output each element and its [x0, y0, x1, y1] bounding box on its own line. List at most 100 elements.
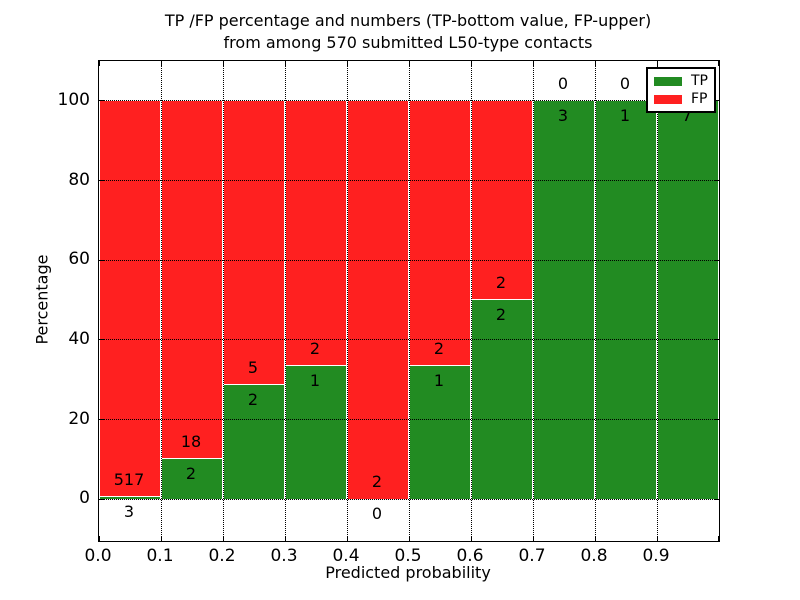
x-axis-tick [284, 536, 286, 541]
x-axis-tick [656, 536, 658, 541]
vertical-gridline [346, 61, 348, 541]
y-axis-tick [714, 180, 719, 181]
y-axis-label: Percentage [32, 254, 52, 345]
vertical-gridline [160, 61, 162, 541]
tp-count-label: 7 [681, 105, 693, 125]
tp-count-label: 2 [247, 390, 259, 410]
tp-bar-segment [286, 366, 346, 500]
chart-title-line2: from among 570 submitted L50-type contac… [223, 33, 593, 52]
tp-count-label: 2 [185, 464, 197, 484]
x-axis-label: Predicted probability [325, 563, 491, 582]
fp-count-label: 2 [433, 339, 445, 359]
vertical-gridline [656, 61, 658, 541]
x-axis-tick [532, 61, 534, 66]
x-axis-tick [284, 61, 286, 66]
horizontal-gridline [99, 419, 719, 420]
y-axis-tick [99, 339, 104, 341]
x-axis-tick [160, 536, 162, 541]
y-axis-tick [99, 498, 104, 500]
legend: TP FP [646, 67, 716, 113]
tp-legend-swatch [654, 76, 682, 86]
fp-bar-segment [100, 100, 160, 496]
y-tick-label: 20 [68, 408, 90, 429]
tp-count-label: 1 [433, 371, 445, 391]
x-tick-label: 0.4 [332, 546, 360, 566]
tp-bar-segment [472, 300, 532, 500]
x-axis-tick [717, 61, 719, 66]
horizontal-gridline [99, 498, 719, 500]
tp-count-label: 3 [123, 501, 135, 521]
y-tick-label: 60 [68, 249, 90, 270]
fp-legend-swatch [654, 94, 682, 104]
y-axis-tick [714, 259, 719, 261]
legend-item-tp: TP [654, 73, 708, 89]
vertical-gridline [284, 61, 286, 541]
tp-count-label: 3 [557, 105, 569, 125]
fp-bar-segment [286, 100, 346, 366]
x-axis-tick [470, 536, 472, 541]
vertical-gridline [594, 61, 596, 541]
x-axis-tick [98, 61, 100, 66]
tp-bar-segment [224, 385, 284, 500]
x-axis-tick [594, 536, 596, 541]
fp-legend-label: FP [691, 91, 708, 107]
tp-bar-segment [534, 100, 594, 500]
x-tick-label: 0.8 [580, 546, 608, 566]
fp-count-label: 0 [619, 73, 631, 93]
fp-count-label: 18 [180, 432, 202, 452]
fp-bar-segment [162, 100, 222, 459]
y-axis-tick [714, 339, 719, 341]
tp-count-label: 0 [371, 504, 383, 524]
chart-title: TP /FP percentage and numbers (TP-bottom… [98, 10, 718, 54]
x-axis-tick [346, 61, 348, 66]
fp-bar-segment [348, 100, 408, 500]
x-axis-tick [532, 536, 534, 541]
x-tick-label: 0.9 [642, 546, 670, 566]
x-tick-label: 0.7 [518, 546, 546, 566]
x-axis-tick [346, 536, 348, 541]
x-axis-tick [160, 61, 162, 66]
horizontal-gridline [99, 100, 719, 102]
fp-count-label: 517 [113, 469, 145, 489]
y-tick-label: 80 [68, 169, 90, 190]
fp-bar-segment [472, 100, 532, 299]
vertical-gridline [222, 61, 224, 541]
tp-bar-segment [162, 459, 222, 500]
fp-count-label: 2 [495, 273, 507, 292]
x-axis-tick [717, 536, 719, 541]
x-axis-tick [408, 536, 410, 541]
x-axis-tick [98, 536, 100, 541]
x-tick-label: 0.0 [84, 546, 112, 566]
fp-count-label: 0 [557, 73, 569, 93]
fp-bar-segment [410, 100, 470, 366]
vertical-gridline [470, 61, 472, 541]
y-axis-tick [714, 498, 719, 500]
vertical-gridline [532, 61, 534, 541]
tp-legend-label: TP [691, 73, 708, 89]
plot-area [98, 60, 720, 542]
fp-count-label: 5 [247, 358, 259, 378]
horizontal-gridline [99, 180, 719, 181]
x-tick-label: 0.2 [208, 546, 236, 566]
y-axis-tick [99, 259, 104, 261]
horizontal-gridline [99, 339, 719, 341]
x-tick-label: 0.3 [270, 546, 298, 566]
y-tick-label: 0 [79, 488, 90, 509]
vertical-gridline [408, 61, 410, 541]
tp-bar-segment [658, 100, 718, 500]
fp-bar-segment [224, 100, 284, 385]
tp-bar-segment [100, 496, 160, 500]
y-axis-tick [714, 100, 719, 102]
x-axis-tick [656, 61, 658, 66]
x-axis-tick [408, 61, 410, 66]
tp-count-label: 1 [309, 371, 321, 391]
y-axis-tick [99, 419, 104, 420]
y-axis-tick [99, 100, 104, 102]
y-axis-tick [714, 419, 719, 420]
y-tick-label: 40 [68, 328, 90, 349]
horizontal-gridline [99, 259, 719, 261]
legend-item-fp: FP [654, 91, 708, 107]
x-axis-tick [222, 536, 224, 541]
tp-count-label: 1 [619, 105, 631, 125]
